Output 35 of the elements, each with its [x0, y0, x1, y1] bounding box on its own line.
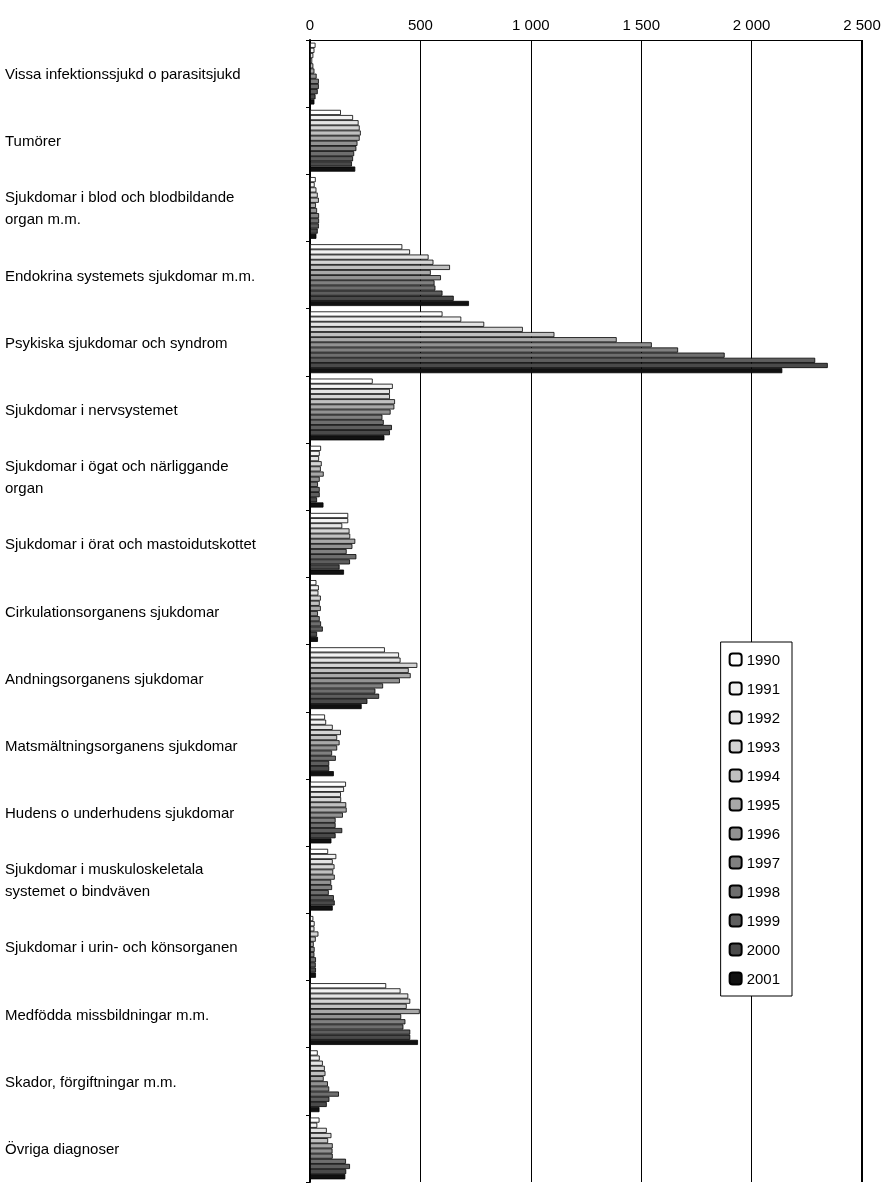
- x-tick-label: 500: [407, 16, 433, 33]
- y-tick-label: Psykiska sjukdomar och syndrom: [5, 333, 228, 351]
- legend-label: 2001: [746, 970, 781, 987]
- y-tick-label: Vissa infektionssjukd o parasitsjukd: [5, 65, 241, 83]
- legend-label: 2000: [746, 941, 781, 958]
- x-tick-label: 1 500: [622, 16, 660, 33]
- legend-label: 1990: [746, 651, 781, 668]
- x-tick-label: 0: [305, 16, 315, 33]
- legend-label: 1991: [746, 680, 781, 697]
- y-tick-label: Sjukdomar i urin- och könsorganen: [5, 938, 238, 956]
- legend-label: 1995: [746, 796, 781, 813]
- y-tick-label: Tumörer: [5, 132, 62, 150]
- legend-label: 1994: [746, 767, 781, 784]
- y-tick-label: Andningsorganens sjukdomar: [5, 669, 204, 687]
- x-tick-label: 1 000: [512, 16, 550, 33]
- legend-label: 1997: [746, 854, 781, 871]
- y-tick-label: Hudens o underhudens sjukdomar: [5, 804, 235, 822]
- y-tick-label: Sjukdomar i muskuloskeletala systemet o bindväven: [5, 860, 208, 900]
- y-tick-label: Sjukdomar i örat och mastoidutskottet: [5, 535, 257, 553]
- legend-label: 1998: [746, 883, 781, 900]
- legend-label: 1996: [746, 825, 781, 842]
- y-tick-label: Endokrina systemets sjukdomar m.m.: [5, 266, 256, 284]
- y-tick-label: Matsmältningsorganens sjukdomar: [5, 736, 238, 754]
- x-tick-label: 2 500: [843, 16, 881, 33]
- y-tick-label: Skador, förgiftningar m.m.: [5, 1072, 177, 1090]
- y-tick-label: Medfödda missbildningar m.m.: [5, 1005, 210, 1023]
- y-tick-label: Sjukdomar i nervsystemet: [5, 400, 179, 418]
- y-tick-label: Sjukdomar i blod och blodbildande organ m.m.: [5, 188, 239, 228]
- y-tick-label: Cirkulationsorganens sjukdomar: [5, 602, 220, 620]
- y-tick-label: Övriga diagnoser: [5, 1139, 120, 1157]
- legend-label: 1992: [746, 709, 781, 726]
- legend-label: 1993: [746, 738, 781, 755]
- y-tick-label: Sjukdomar i ögat och närliggande organ: [5, 457, 233, 497]
- legend-label: 1999: [746, 912, 781, 929]
- x-tick-label: 2 000: [732, 16, 771, 33]
